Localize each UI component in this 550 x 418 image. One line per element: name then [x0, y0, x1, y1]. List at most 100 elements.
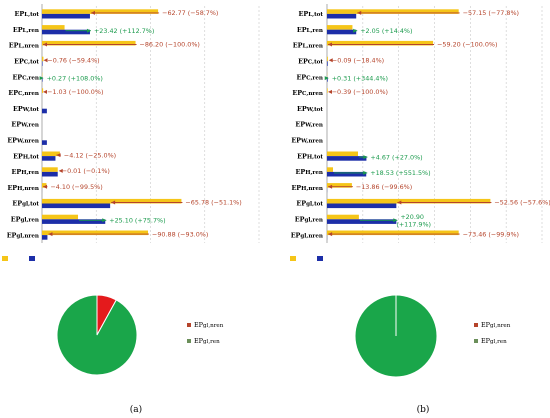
change-annotation: −0.01 (−0.1%) — [62, 167, 110, 175]
change-annotation: −4.12 (−25.0%) — [64, 151, 116, 159]
category-label: EPgl,tot — [296, 200, 323, 208]
change-annotation: −65.78 (−51.1%) — [185, 199, 241, 207]
change-annotation: −57.15 (−77.8%) — [463, 9, 519, 17]
category-label: EPW,ren — [11, 121, 39, 129]
bar-ante — [42, 40, 136, 46]
category-label: EPC,ren — [296, 73, 323, 81]
category-label: EPH,tot — [13, 152, 39, 160]
arrow-head — [111, 200, 116, 205]
bar-post — [327, 13, 357, 19]
pie-legend-swatch-nren — [187, 323, 191, 327]
category-label: EPH,nren — [291, 184, 323, 192]
change-annotation: −0.09 (−18.4%) — [332, 57, 384, 65]
change-annotation: +25.10 (+75.7%) — [109, 217, 165, 225]
category-label: EPW,ren — [295, 121, 323, 129]
pie-legend-label-ren: EPgl,ren — [481, 337, 507, 345]
pie-legend-label-nren: EPgl,nren — [194, 321, 224, 329]
arrow-head — [58, 168, 63, 173]
bar-post — [327, 156, 367, 161]
change-annotation: +23.42 (+112.7%) — [94, 27, 154, 35]
bar-post — [42, 77, 43, 82]
bar-post — [327, 61, 328, 66]
panel-label-a: (a) — [130, 404, 142, 415]
arrow-head — [43, 89, 47, 94]
bar-post — [42, 171, 58, 177]
bar-ante — [42, 151, 60, 157]
bar-ante — [42, 183, 47, 188]
category-label: EPW,nren — [291, 137, 323, 145]
change-annotation: −59.20 (−100.0%) — [437, 41, 497, 49]
arrow-head — [56, 153, 61, 158]
bar-ante — [42, 214, 79, 220]
category-label: EPL,ren — [13, 26, 39, 34]
change-annotation: −0.76 (−59.4%) — [47, 57, 99, 65]
bar-post — [42, 235, 48, 240]
change-annotation: +0.31 (+344.4%) — [332, 74, 388, 82]
pie-chart-a: EPgl,nren EPgl,ren — [56, 294, 224, 376]
category-label: EPC,nren — [292, 89, 323, 97]
change-annotation: +20.90 (+117.9%) — [396, 213, 431, 229]
category-label: EPH,tot — [297, 152, 323, 160]
arrow-head — [328, 89, 332, 94]
bar-post — [42, 108, 47, 114]
category-label: EPC,ren — [12, 73, 39, 81]
bar-ante — [42, 198, 182, 204]
pie-slice — [56, 294, 138, 376]
arrow-head — [90, 10, 95, 15]
arrow-head — [357, 10, 362, 15]
change-annotation: +18.53 (+551.5%) — [370, 169, 430, 177]
bar-post — [42, 156, 56, 161]
category-label: EPL,ren — [297, 26, 323, 34]
pie-legend-swatch-nren — [474, 323, 478, 327]
category-label: EPW,tot — [297, 105, 323, 113]
category-label: EPC,tot — [298, 58, 323, 66]
change-annotation: −90.88 (−93.0%) — [152, 230, 208, 238]
bar-ante — [42, 230, 149, 236]
bar-ante — [327, 40, 434, 46]
bar-ante — [42, 88, 44, 93]
bar-post — [42, 61, 43, 66]
category-label: EPL,tot — [299, 10, 324, 18]
arrow-head — [328, 58, 333, 63]
bar-post — [42, 29, 90, 35]
arrow-head — [363, 155, 368, 160]
legend-swatch-ante — [2, 256, 8, 261]
legend-swatch-post — [317, 256, 323, 261]
bar-ante — [42, 167, 58, 172]
arrow-head — [39, 76, 44, 81]
bar-ante — [327, 198, 491, 204]
bar-post — [327, 203, 397, 209]
arrow-head — [363, 170, 368, 175]
category-label: EPW,tot — [13, 105, 39, 113]
arrow-head — [397, 200, 402, 205]
bar-chart-a: EPL,tot −62.77 (−58.7%) EPL,ren +23.42 (+11… — [2, 4, 260, 261]
category-label: EPL,nren — [9, 42, 39, 50]
category-label: EPH,nren — [7, 184, 39, 192]
bar-post — [42, 13, 90, 19]
change-annotation: −13.86 (−99.6%) — [356, 183, 412, 191]
arrow-head — [353, 28, 358, 33]
pie-legend-swatch-ren — [474, 339, 478, 343]
category-label: EPgl,tot — [12, 200, 39, 208]
arrow-head — [86, 28, 91, 33]
bar-post — [42, 140, 47, 145]
category-label: EPW,nren — [7, 137, 39, 145]
bar-ante — [327, 230, 459, 236]
arrow-head — [43, 42, 47, 47]
pie-legend-label-nren: EPgl,nren — [481, 321, 511, 329]
change-annotation: −73.46 (−99.9%) — [463, 230, 519, 238]
bar-post — [327, 171, 367, 177]
legend-swatch-ante — [290, 256, 296, 261]
bar-ante — [327, 9, 459, 14]
arrow-head — [324, 76, 329, 81]
panel-label-b: (b) — [417, 404, 430, 415]
category-label: EPH,ren — [12, 168, 40, 176]
category-label: EPL,tot — [15, 10, 40, 18]
bar-ante — [327, 151, 358, 157]
change-annotation: −1.03 (−100.0%) — [47, 88, 103, 96]
change-annotation: −0.39 (−100.0%) — [332, 88, 388, 96]
pie-legend-label-ren: EPgl,ren — [194, 337, 220, 345]
bar-post — [42, 203, 111, 209]
change-annotation: −4.10 (−99.5%) — [50, 183, 102, 191]
